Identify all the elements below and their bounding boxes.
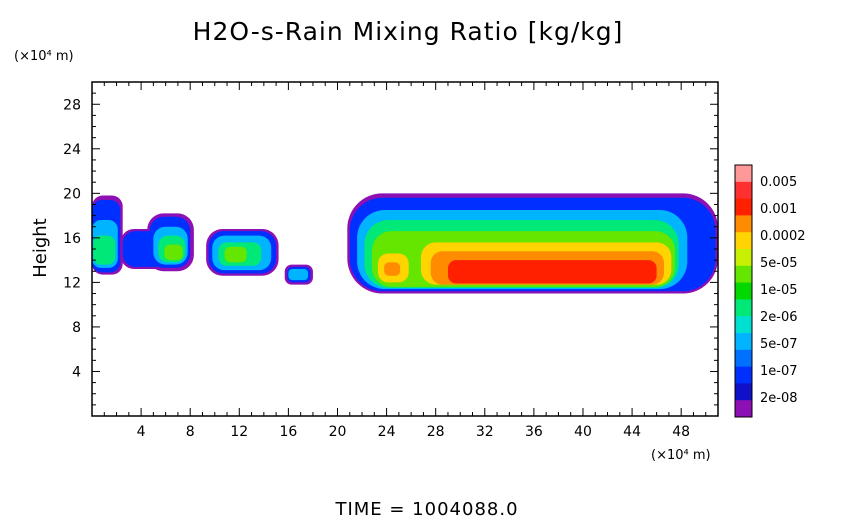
colorbar-swatch: [735, 316, 752, 334]
x-axis-unit: (×10⁴ m): [651, 448, 711, 463]
x-tick-label: 28: [427, 424, 445, 440]
x-tick-label: 40: [574, 424, 592, 440]
chart-title: H2O-s-Rain Mixing Ratio [kg/kg]: [193, 17, 624, 46]
x-tick-label: 4: [137, 424, 146, 440]
colorbar-label: 2e-06: [760, 310, 798, 325]
colorbar-label: 1e-05: [760, 283, 798, 298]
y-tick-label: 8: [72, 320, 81, 336]
x-tick-label: 20: [329, 424, 347, 440]
colorbar-label: 1e-07: [760, 364, 798, 379]
colorbar-label: 0.001: [760, 202, 797, 217]
x-tick-label: 36: [525, 424, 543, 440]
colorbar-swatch: [735, 165, 752, 183]
colorbar-swatch: [735, 198, 752, 216]
y-tick-label: 20: [63, 186, 81, 202]
colorbar-label: 5e-07: [760, 337, 798, 352]
colorbar-label: 0.0002: [760, 229, 806, 244]
colorbar-label: 5e-05: [760, 256, 798, 271]
y-axis-unit: (×10⁴ m): [14, 49, 74, 64]
colorbar-frame: [734, 164, 753, 418]
x-tick-label: 48: [672, 424, 690, 440]
y-tick-label: 4: [72, 364, 81, 380]
x-tick-label: 12: [230, 424, 248, 440]
colorbar-swatch: [735, 265, 752, 283]
colorbar-swatch: [735, 282, 752, 300]
colorbar-swatch: [735, 232, 752, 250]
contour-band-2-3: [288, 269, 309, 281]
colorbar-swatch: [735, 349, 752, 367]
colorbar: 0.005 0.001 0.0002 5e-05 1e-05 2e-06 5e-07 1e-0…: [734, 164, 806, 418]
y-tick-label: 16: [63, 231, 81, 247]
contour-band-4-1: [224, 246, 247, 263]
contour-band-7-0: [447, 260, 657, 284]
y-tick-label: 12: [63, 275, 81, 291]
y-axis-label: Height: [30, 218, 51, 278]
colorbar-swatch: [735, 299, 752, 317]
x-tick-label: 16: [279, 424, 297, 440]
y-tick-label: 24: [63, 142, 81, 158]
colorbar-swatch: [735, 215, 752, 233]
contour-band-6-0: [384, 262, 401, 276]
x-tick-label: 44: [623, 424, 641, 440]
colorbar-label: 0.005: [760, 175, 797, 190]
colorbar-swatch: [735, 383, 752, 401]
colorbar-swatch: [735, 366, 752, 384]
colorbar-swatch: [735, 400, 752, 418]
x-tick-label: 24: [378, 424, 396, 440]
y-tick-label: 28: [63, 97, 81, 113]
mixing-ratio-field: [92, 193, 718, 294]
contour-band-3-0: [93, 235, 116, 265]
colorbar-label: 2e-08: [760, 391, 798, 406]
colorbar-swatch: [735, 249, 752, 267]
contour-band-4-0: [164, 244, 183, 261]
colorbar-swatch: [735, 333, 752, 351]
x-tick-label: 8: [186, 424, 195, 440]
x-tick-label: 32: [476, 424, 494, 440]
colorbar-swatch: [735, 181, 752, 199]
time-label: TIME = 1004088.0: [334, 499, 518, 519]
